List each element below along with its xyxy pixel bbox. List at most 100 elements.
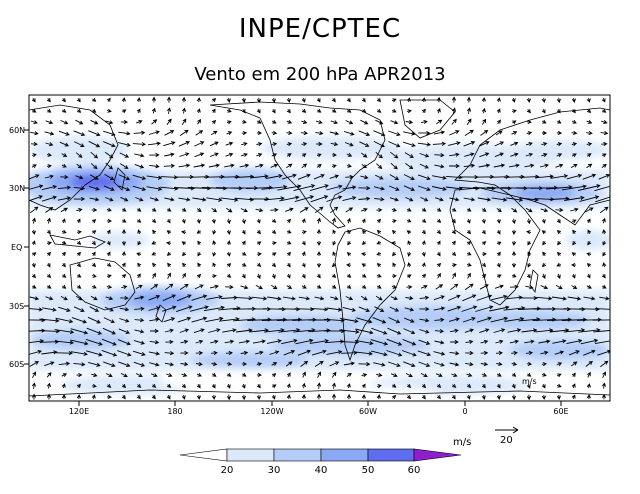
wind-vector — [526, 383, 531, 389]
wind-vector — [61, 373, 68, 377]
wind-vector — [512, 372, 517, 377]
wind-vector — [46, 217, 51, 224]
wind-vector — [106, 97, 111, 102]
wind-vector — [521, 328, 538, 333]
wind-vector — [55, 317, 74, 324]
wind-vector — [419, 153, 430, 158]
wind-vector — [556, 251, 562, 257]
wind-vector — [405, 196, 414, 202]
wind-vector — [466, 383, 472, 389]
wind-vector — [315, 131, 324, 136]
wind-vector — [493, 163, 506, 168]
wind-vector — [163, 141, 176, 147]
wind-vector — [392, 262, 397, 268]
wind-vector — [266, 339, 282, 344]
wind-vector — [419, 329, 430, 334]
wind-vector — [166, 219, 171, 224]
wind-vector — [506, 295, 523, 300]
wind-vector — [196, 394, 201, 400]
wind-vector — [31, 164, 37, 169]
wind-vector — [117, 142, 131, 147]
wind-vector — [180, 362, 189, 367]
wind-vector — [286, 285, 293, 289]
wind-vector — [220, 197, 239, 202]
wind-vector — [555, 163, 564, 168]
wind-vector — [407, 274, 412, 279]
wind-vector — [489, 305, 510, 312]
wind-vector — [345, 120, 354, 125]
wind-vector — [358, 186, 371, 191]
wind-vector — [77, 108, 82, 113]
wind-vector — [541, 362, 548, 367]
wind-vector — [331, 98, 336, 103]
wind-vector — [121, 395, 126, 400]
wind-vector — [376, 384, 382, 389]
wind-vector — [342, 185, 357, 190]
wind-vector — [164, 197, 175, 202]
wind-vector — [601, 98, 606, 103]
wind-vector — [286, 153, 292, 158]
wind-vector — [54, 329, 75, 335]
wind-vector — [76, 163, 83, 169]
wind-vector — [466, 262, 472, 267]
wind-vector — [556, 262, 562, 267]
wind-vector — [32, 371, 37, 379]
lat-label: 30S — [9, 302, 24, 311]
wind-vector — [206, 295, 223, 300]
wind-vector — [211, 372, 217, 377]
wind-vector — [599, 206, 609, 214]
wind-vector — [293, 184, 316, 192]
wind-vector — [436, 119, 443, 125]
wind-vector — [331, 393, 337, 400]
wind-vector — [579, 195, 600, 202]
wind-vector — [361, 240, 366, 245]
wind-vector — [316, 241, 322, 246]
wind-vector — [226, 383, 231, 389]
wind-vector — [167, 383, 172, 388]
wind-vector — [451, 107, 457, 114]
wind-vector — [85, 338, 103, 346]
wind-vector — [504, 316, 525, 322]
wind-vector — [121, 274, 127, 279]
wind-vector — [552, 339, 567, 344]
wind-vector — [134, 318, 145, 323]
wind-vector — [419, 307, 430, 312]
wind-vector — [432, 141, 447, 146]
wind-vector — [105, 120, 114, 125]
wind-vector — [402, 338, 417, 346]
wind-vector — [461, 305, 478, 312]
wind-vector — [225, 152, 234, 157]
wind-vector — [361, 383, 366, 388]
wind-vector — [586, 274, 591, 279]
wind-vector — [87, 316, 101, 324]
wind-vector — [496, 108, 501, 114]
wind-vector — [512, 120, 517, 125]
wind-vector — [434, 329, 445, 334]
wind-vector — [419, 318, 430, 323]
wind-vector — [276, 317, 303, 322]
wind-vector — [480, 129, 489, 136]
wind-vector — [226, 361, 233, 366]
wind-vector — [179, 152, 190, 157]
wind-vector — [47, 273, 52, 278]
wind-vector — [301, 108, 307, 113]
wind-vector — [464, 129, 474, 136]
wind-vector — [374, 197, 385, 202]
wind-vector — [571, 109, 576, 114]
wind-vector — [178, 141, 191, 147]
wind-vector — [346, 217, 351, 224]
wind-vector — [391, 98, 397, 103]
wind-vector — [556, 109, 561, 114]
wind-vector — [101, 338, 117, 346]
wind-vector — [122, 207, 127, 212]
wind-vector — [330, 142, 339, 147]
wind-vector — [62, 273, 67, 278]
wind-vector — [373, 186, 385, 191]
wind-vector — [196, 108, 201, 114]
wind-vector — [449, 130, 460, 136]
wind-vector — [511, 361, 518, 366]
wind-vector — [358, 306, 371, 312]
wind-vector — [494, 284, 504, 289]
wind-vector — [47, 108, 52, 113]
wind-vector — [106, 251, 111, 257]
